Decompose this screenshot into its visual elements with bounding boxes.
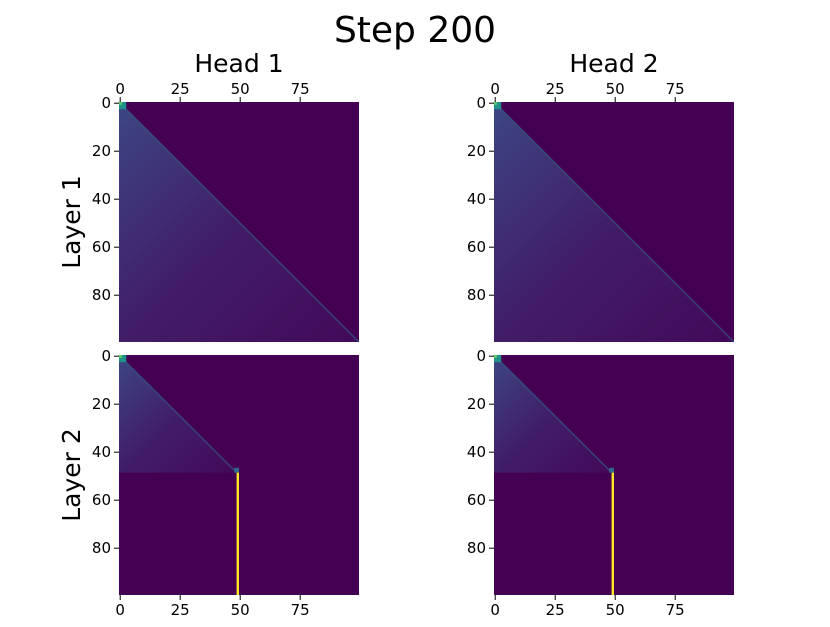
y-tick-label: 80 (92, 539, 111, 557)
heatmap-panel-3: 0 25 50 75 0 20 40 60 80 (92, 347, 359, 619)
y-tick-label: 20 (467, 142, 486, 160)
y-tick-label: 20 (467, 395, 486, 413)
y-tick-label: 40 (467, 190, 486, 208)
y-tick-label: 60 (467, 238, 486, 256)
hot-cell-origin (119, 355, 127, 363)
x-tick-label: 75 (666, 80, 685, 98)
y-tick-label: 80 (467, 539, 486, 557)
y-tick-label: 60 (467, 491, 486, 509)
hot-cell-origin (494, 102, 502, 110)
x-tick-label: 0 (115, 601, 125, 619)
attention-sink-column (236, 472, 239, 595)
heatmap-panel-4: 0 25 50 75 0 20 40 60 80 (467, 347, 734, 619)
hot-cell-origin (119, 102, 127, 110)
y-tick-label: 20 (92, 395, 111, 413)
x-tick-label: 0 (490, 80, 500, 98)
x-tick-label: 75 (291, 601, 310, 619)
column-title-head-1: Head 1 (194, 49, 283, 78)
diagonal-edge (118, 101, 360, 343)
figure-title: Step 200 (334, 10, 496, 51)
column-title-head-2: Head 2 (569, 49, 658, 78)
x-tick-label: 25 (171, 80, 190, 98)
diagonal-edge (493, 354, 613, 474)
hot-cell-peak (494, 355, 497, 358)
x-tick-label: 25 (171, 601, 190, 619)
hot-cell-peak (494, 102, 497, 105)
y-tick-label: 40 (92, 190, 111, 208)
y-tick-label: 40 (92, 443, 111, 461)
hot-cell-peak (119, 355, 122, 358)
column-onset-cell (609, 467, 614, 473)
heatmap-panel-2: 0 25 50 75 0 20 40 60 80 (467, 80, 735, 343)
x-tick-label: 50 (231, 601, 250, 619)
x-tick-label: 75 (291, 80, 310, 98)
y-tick-label: 20 (92, 142, 111, 160)
y-tick-label: 0 (476, 347, 486, 365)
row-title-layer-2: Layer 2 (57, 428, 86, 522)
y-tick-label: 0 (101, 347, 111, 365)
x-tick-label: 0 (490, 601, 500, 619)
y-tick-label: 60 (92, 491, 111, 509)
row-title-layer-1: Layer 1 (57, 175, 86, 269)
y-tick-label: 80 (92, 286, 111, 304)
heatmap-panel-1: 0 25 50 75 0 20 40 60 80 (92, 80, 360, 343)
hot-cell-origin (494, 355, 502, 363)
y-tick-label: 0 (101, 94, 111, 112)
hot-cell-peak (119, 102, 122, 105)
attention-sink-column (611, 472, 614, 595)
y-tick-label: 0 (476, 94, 486, 112)
diagonal-edge (118, 354, 238, 474)
diagonal-edge (493, 101, 735, 343)
x-tick-label: 25 (546, 80, 565, 98)
x-tick-label: 25 (546, 601, 565, 619)
x-tick-label: 50 (231, 80, 250, 98)
column-onset-cell (234, 467, 239, 473)
y-tick-label: 40 (467, 443, 486, 461)
y-tick-label: 80 (467, 286, 486, 304)
x-tick-label: 50 (606, 601, 625, 619)
x-tick-label: 50 (606, 80, 625, 98)
x-tick-label: 75 (666, 601, 685, 619)
y-tick-label: 60 (92, 238, 111, 256)
x-tick-label: 0 (115, 80, 125, 98)
